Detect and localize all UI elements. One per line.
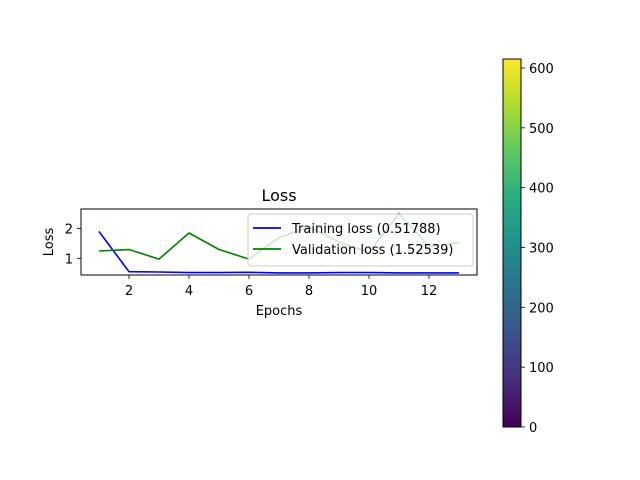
colorbar-tick-label: 0 xyxy=(529,421,537,436)
colorbar-tick-label: 400 xyxy=(529,182,554,197)
colorbar-tick-label: 600 xyxy=(529,62,554,77)
legend-box xyxy=(247,213,474,267)
chart-title: Loss xyxy=(261,186,296,205)
x-ticks: 2 4 6 8 10 12 xyxy=(125,275,437,299)
x-tick-label: 4 xyxy=(185,284,193,299)
legend-label-validation: Validation loss (1.52539) xyxy=(292,243,453,258)
colorbar-tick-label: 300 xyxy=(529,241,554,256)
x-tick-label: 2 xyxy=(125,284,133,299)
plot-frame xyxy=(80,208,478,276)
x-tick-label: 12 xyxy=(421,284,438,299)
y-tick-label: 2 xyxy=(65,223,73,238)
y-ticks: 12 xyxy=(65,223,81,268)
x-tick-label: 10 xyxy=(361,284,378,299)
x-tick-label: 6 xyxy=(245,284,253,299)
x-axis-label: Epochs xyxy=(256,304,303,319)
y-tick-label: 1 xyxy=(65,253,73,268)
colorbar-ticks: 0 100 200 300 400 500 600 xyxy=(521,62,554,436)
x-tick-label: 8 xyxy=(305,284,313,299)
colorbar-tick-label: 500 xyxy=(529,122,554,137)
legend: Training loss (0.51788) Validation loss … xyxy=(247,213,474,267)
colorbar-tick-label: 100 xyxy=(529,361,554,376)
series-line-0 xyxy=(98,231,459,274)
legend-label-training: Training loss (0.51788) xyxy=(291,222,441,237)
colorbar-gradient xyxy=(502,58,522,428)
plot-area: 2 4 6 8 10 12 12 xyxy=(65,208,478,299)
y-axis-label: Loss xyxy=(42,228,57,257)
colorbar: 0 100 200 300 400 500 600 xyxy=(502,58,554,436)
colorbar-tick-label: 200 xyxy=(529,301,554,316)
